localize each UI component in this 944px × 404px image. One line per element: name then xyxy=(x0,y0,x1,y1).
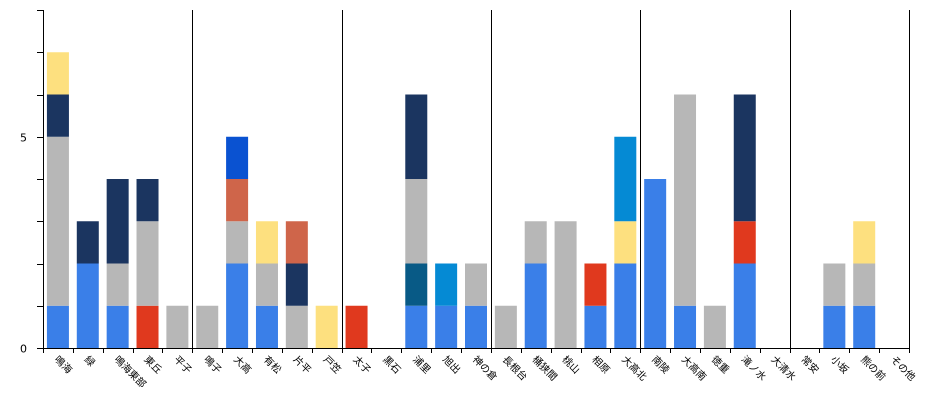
x-tick-label-3: 鳴海東部 xyxy=(112,353,149,390)
bar-segment-20-3 xyxy=(614,136,637,222)
x-tick-label-1: 鳴海 xyxy=(52,353,75,376)
bar-segment-3-1 xyxy=(106,305,129,348)
x-tick-label-21: 南陵 xyxy=(649,353,672,376)
bar-segment-27-1 xyxy=(823,305,846,348)
bar-segment-1-1 xyxy=(46,305,69,348)
bar-segment-8-2 xyxy=(255,263,278,306)
x-tick-labels: 鳴海緑鳴海東部東丘 平子 鳴子 大高 有松 片平 戸笠 太子 黒石 浦里 旭出 神の倉 長根台 桶狭間 桃山… xyxy=(52,353,919,390)
bar-segment-19-2 xyxy=(584,263,607,306)
bar-segment-4-1 xyxy=(136,305,159,348)
x-tick-label-6: 鳴子 xyxy=(201,353,224,376)
x-tick-label-18: 桃山 xyxy=(559,353,582,376)
bar-segment-8-3 xyxy=(255,221,278,264)
x-tick-label-22: 大高南 xyxy=(679,353,709,383)
bar-segment-7-4 xyxy=(226,136,249,179)
axes xyxy=(37,10,910,353)
y-tick-label-0: 0 xyxy=(20,343,27,356)
x-tick-label-29: その他 xyxy=(888,353,918,383)
bar-segment-13-1 xyxy=(405,305,428,348)
bar-segment-10-1 xyxy=(315,305,338,348)
x-tick-label-8: 有松 xyxy=(261,353,284,376)
bar-segment-9-2 xyxy=(285,263,308,306)
bar-segment-23-1 xyxy=(703,305,726,348)
bar-segment-13-3 xyxy=(405,179,428,264)
bar-segment-17-1 xyxy=(524,263,547,348)
x-tick-label-2: 緑 xyxy=(82,353,98,369)
x-tick-label-27: 小坂 xyxy=(828,354,851,377)
x-tick-label-12: 黒石 xyxy=(380,354,403,377)
bar-segment-11-1 xyxy=(345,305,368,348)
bar-segment-1-3 xyxy=(46,94,69,137)
x-tick-label-19: 相原 xyxy=(589,353,612,376)
x-tick-label-13: 浦里 xyxy=(410,353,433,376)
x-tick-label-11: 太子 xyxy=(350,353,373,376)
bar-segment-2-2 xyxy=(76,221,99,264)
x-tick-label-20: 大高北 xyxy=(619,353,649,383)
bar-segment-9-1 xyxy=(285,305,308,348)
bar-segment-21-1 xyxy=(644,179,667,348)
bar-segment-9-3 xyxy=(285,221,308,264)
x-tick-label-28: 熊の前 xyxy=(858,353,888,383)
bar-segment-16-1 xyxy=(494,305,517,348)
bar-segment-13-2 xyxy=(405,263,428,306)
x-tick-label-17: 桶狭間 xyxy=(530,353,560,383)
bar-segment-28-3 xyxy=(853,221,876,264)
x-tick-label-7: 大高 xyxy=(231,353,254,376)
bar-segment-5-1 xyxy=(166,305,189,348)
x-tick-label-9: 片平 xyxy=(291,353,314,376)
y-tick-label-5: 5 xyxy=(20,132,27,145)
bar-segment-14-1 xyxy=(435,305,458,348)
bar-segment-18-1 xyxy=(554,221,577,348)
bar-segment-1-2 xyxy=(46,136,69,306)
bar-segment-13-4 xyxy=(405,94,428,179)
bar-segment-27-2 xyxy=(823,263,846,306)
bar-segment-22-2 xyxy=(674,94,697,306)
bar-segment-1-4 xyxy=(46,52,69,95)
x-tick-label-14: 旭出 xyxy=(440,353,463,376)
x-tick-label-5: 平子 xyxy=(171,354,194,377)
bar-segment-6-1 xyxy=(196,305,219,348)
bar-segment-7-2 xyxy=(226,221,249,264)
x-tick-label-23: 徳重 xyxy=(709,353,732,376)
bar-segment-15-2 xyxy=(465,263,487,306)
bar-segment-24-2 xyxy=(733,221,756,264)
x-tick-label-15: 神の倉 xyxy=(470,353,500,383)
x-tick-label-25: 大清水 xyxy=(768,353,798,383)
bar-segment-22-1 xyxy=(674,305,697,348)
bar-segment-8-1 xyxy=(255,305,278,348)
bar-segment-3-2 xyxy=(106,263,129,306)
bar-segment-15-1 xyxy=(465,305,487,348)
bar-segment-20-1 xyxy=(614,263,637,348)
bar-segment-17-2 xyxy=(524,221,547,264)
bar-segment-3-3 xyxy=(106,179,129,264)
group-dividers xyxy=(192,10,791,348)
bar-segment-4-3 xyxy=(136,179,159,222)
y-tick-labels: 05 xyxy=(20,132,27,356)
bar-segment-24-1 xyxy=(733,263,756,348)
bar-segment-4-2 xyxy=(136,221,159,306)
x-tick-label-26: 常安 xyxy=(798,353,821,376)
x-tick-label-24: 滝ノ水 xyxy=(739,354,769,384)
bar-segment-2-1 xyxy=(76,263,99,348)
x-tick-label-16: 長根台 xyxy=(500,353,530,383)
bar-segment-20-2 xyxy=(614,221,637,264)
bar-segment-24-3 xyxy=(733,94,756,222)
bar-segment-7-3 xyxy=(226,179,249,222)
bar-segment-14-2 xyxy=(435,263,458,306)
bar-segment-28-2 xyxy=(853,263,876,306)
x-tick-label-10: 戸笠 xyxy=(321,353,344,376)
x-tick-label-4: 東丘 xyxy=(141,353,164,376)
bar-segment-7-1 xyxy=(226,263,249,348)
bar-segment-28-1 xyxy=(853,305,876,348)
bar-segment-19-1 xyxy=(584,305,607,348)
bars xyxy=(46,52,876,348)
